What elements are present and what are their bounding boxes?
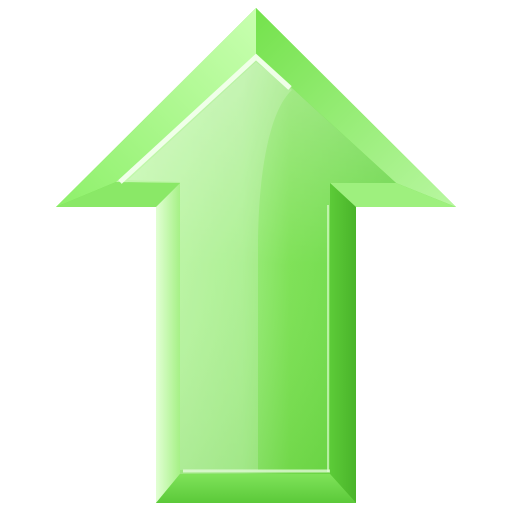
arrow-head-right-bevel	[256, 8, 456, 207]
arrow-head-left-underside	[56, 182, 180, 207]
arrow-shaft-bottom-bevel	[156, 474, 356, 503]
arrow-shaft-left-bevel	[156, 183, 180, 503]
arrow-shaft-right-bevel	[330, 183, 356, 503]
arrow-head-left-bevel	[56, 8, 256, 207]
arrow-head-right-underside	[330, 183, 456, 207]
arrow-face-shine	[116, 55, 396, 474]
arrow-face-highlight	[128, 62, 292, 470]
arrow-inner-edge-left	[118, 53, 292, 184]
